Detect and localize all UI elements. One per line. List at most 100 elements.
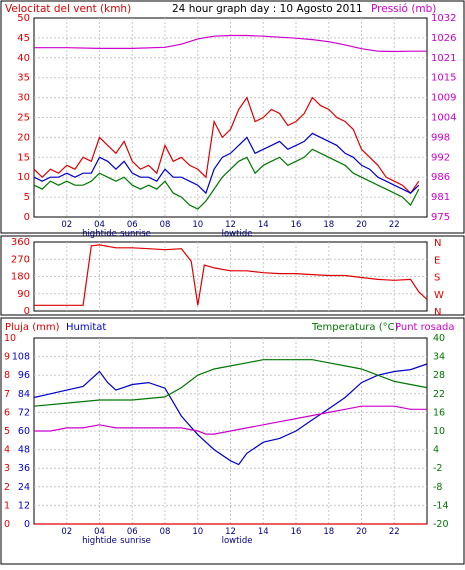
wind-marker-sunrise: sunrise — [120, 229, 151, 239]
climate-marker-hightide: hightide — [82, 536, 117, 546]
wind-x-tick: 20 — [356, 220, 367, 230]
wind-panel-frame — [0, 0, 465, 234]
temperature-y-tick: 4 — [433, 445, 439, 456]
rain-y-tick: 9 — [4, 352, 10, 363]
temperature-y-tick: 28 — [433, 370, 445, 381]
wind-y-tick: 40 — [17, 53, 30, 64]
temperature-y-tick: 16 — [433, 407, 445, 418]
climate-line-punt-rosada — [34, 405, 427, 435]
climate-x-tick: 04 — [94, 527, 105, 537]
temperature-y-tick: 40 — [433, 333, 445, 344]
direction-panel-frame — [0, 235, 465, 316]
rain-y-tick: 4 — [4, 445, 10, 456]
wind-y-tick: 10 — [17, 172, 30, 183]
wind-x-tick: 10 — [192, 220, 203, 230]
temperature-y-tick: -8 — [433, 482, 442, 493]
climate-x-tick: 06 — [127, 527, 138, 537]
wind-y-tick: 5 — [24, 192, 30, 203]
rain-y-tick: 1 — [4, 500, 10, 511]
pressure-line — [34, 34, 427, 53]
temperature-y-tick: 34 — [433, 352, 445, 363]
pressure-y-tick: 986 — [431, 172, 450, 183]
pressure-y-tick: 998 — [431, 132, 450, 143]
dewpoint-axis-title: Punt rosada — [395, 322, 454, 333]
wind-x-tick: 22 — [389, 220, 400, 230]
direction-y-tick: 180 — [11, 272, 30, 283]
wind-x-tick: 04 — [94, 220, 105, 230]
humidity-y-tick: 72 — [18, 407, 30, 418]
humidity-y-tick: 36 — [18, 463, 30, 474]
climate-line-temperatura — [33, 359, 428, 407]
pressure-y-tick: 975 — [431, 212, 450, 223]
climate-x-tick: 20 — [356, 527, 367, 537]
rain-y-tick: 7 — [4, 389, 10, 400]
rain-y-tick: 6 — [4, 407, 10, 418]
direction-compass-label: W — [434, 290, 444, 301]
temperature-y-tick: -14 — [433, 500, 449, 511]
direction-y-tick: 0 — [24, 306, 30, 317]
humidity-y-tick: 60 — [18, 426, 30, 437]
rain-y-tick: 8 — [4, 370, 10, 381]
rain-y-tick: 10 — [4, 333, 16, 344]
humidity-y-tick: 12 — [18, 500, 30, 511]
wind-y-tick: 20 — [17, 132, 30, 143]
wind-y-tick: 15 — [17, 152, 30, 163]
chart-layers: 0510152025303540455097598198699299810041… — [4, 13, 456, 546]
rain-y-tick: 3 — [4, 463, 10, 474]
temperature-y-tick: -20 — [433, 519, 449, 530]
wind-x-tick: 02 — [61, 220, 72, 230]
temperature-y-tick: 10 — [433, 426, 445, 437]
temperature-y-tick: 22 — [433, 389, 445, 400]
humidity-y-tick: 0 — [24, 519, 30, 530]
pressure-axis-title: Pressió (mb) — [371, 3, 436, 15]
pressure-y-tick: 981 — [431, 192, 450, 203]
wind-marker-hightide: hightide — [82, 229, 117, 239]
climate-marker-lowtide: lowtide — [222, 536, 253, 546]
wind-x-tick: 12 — [225, 220, 236, 230]
wind-y-tick: 45 — [17, 33, 30, 44]
rain-y-tick: 2 — [4, 482, 10, 493]
wind-x-tick: 06 — [127, 220, 138, 230]
wind-y-tick: 25 — [17, 113, 30, 124]
wind-y-tick: 30 — [17, 93, 30, 104]
rain-axis-title: Pluja (mm) — [5, 322, 60, 333]
humidity-y-tick: 84 — [18, 389, 30, 400]
wind-x-tick: 08 — [160, 220, 171, 230]
humidity-axis-title: Humitat — [66, 322, 106, 333]
wind-y-tick: 0 — [24, 212, 30, 223]
chart-title: 24 hour graph day : 10 Agosto 2011 — [172, 3, 363, 15]
humidity-y-tick: 48 — [18, 445, 30, 456]
rain-y-tick: 5 — [4, 426, 10, 437]
climate-x-tick: 22 — [389, 527, 400, 537]
climate-marker-sunrise: sunrise — [120, 536, 151, 546]
climate-x-tick: 16 — [291, 527, 302, 537]
climate-x-tick: 18 — [323, 527, 334, 537]
wind-x-tick: 18 — [323, 220, 334, 230]
climate-line-humitat — [33, 363, 428, 466]
wind-line-gust — [33, 96, 420, 195]
direction-compass-label: N — [434, 238, 441, 249]
wind-marker-lowtide: lowtide — [222, 229, 253, 239]
pressure-y-tick: 1004 — [431, 113, 456, 124]
wind-axis-title: Velocitat del vent (kmh) — [5, 3, 131, 15]
wind-line-mitjana — [33, 132, 420, 195]
direction-y-tick: 90 — [17, 289, 30, 300]
wind-y-tick: 35 — [17, 73, 30, 84]
direction-y-tick: 270 — [11, 254, 30, 265]
wind-x-tick: 16 — [291, 220, 302, 230]
temperature-axis-title: Temperatura (°C) — [311, 322, 399, 333]
humidity-y-tick: 24 — [18, 482, 30, 493]
pressure-y-tick: 1032 — [431, 13, 456, 24]
rain-y-tick: 0 — [4, 519, 10, 530]
climate-x-tick: 02 — [61, 527, 72, 537]
wind-y-tick: 50 — [17, 13, 30, 24]
direction-line — [34, 244, 428, 306]
humidity-y-tick: 96 — [18, 370, 30, 381]
direction-compass-label: S — [434, 273, 440, 284]
temperature-y-tick: -2 — [433, 463, 442, 474]
humidity-y-tick: 108 — [12, 352, 30, 363]
climate-x-tick: 14 — [258, 527, 269, 537]
pressure-y-tick: 1021 — [431, 53, 456, 64]
